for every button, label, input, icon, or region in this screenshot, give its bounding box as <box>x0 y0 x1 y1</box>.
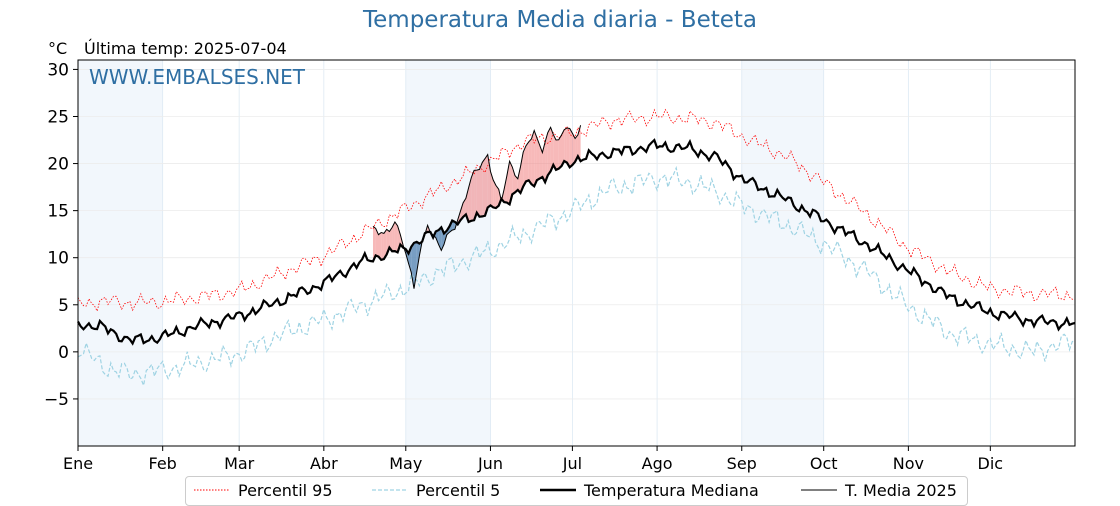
anomaly-fill-day-113 <box>383 229 387 260</box>
anomaly-fill-day-180 <box>566 128 570 168</box>
legend-label-2025: T. Media 2025 <box>845 481 957 500</box>
legend-swatch-median <box>540 488 576 492</box>
x-tick-label-ene: Ene <box>63 454 93 473</box>
x-tick-label-jun: Jun <box>477 454 503 473</box>
anomaly-fill-day-183 <box>575 134 578 162</box>
y-unit-label: °C <box>48 39 68 58</box>
month-shading <box>78 60 824 446</box>
anomaly-fill-day-173 <box>547 127 551 176</box>
anomaly-fill-day-166 <box>528 139 532 185</box>
anomaly-fill-day-124 <box>414 241 417 289</box>
anomaly-fill-day-125 <box>416 241 420 273</box>
anomaly-fill-day-115 <box>389 227 393 252</box>
anomaly-fill-day-179 <box>564 128 567 163</box>
anomaly-fill-day-175 <box>553 134 556 170</box>
anomaly-fill-day-109 <box>373 226 376 262</box>
anomaly-fill-day-133 <box>438 227 442 251</box>
anomaly-fills <box>373 125 581 289</box>
y-tick-label-0: −5 <box>44 390 69 410</box>
grid-lines <box>77 60 1075 446</box>
y-tick-label-1: 0 <box>58 343 69 363</box>
series-lines <box>77 108 1076 388</box>
legend-swatch-2025 <box>801 489 837 491</box>
anomaly-fill-day-162 <box>517 166 521 193</box>
anomaly-fill-day-149 <box>482 158 485 217</box>
anomaly-fill-day-145 <box>471 170 475 221</box>
x-tick-label-mar: Mar <box>224 454 255 473</box>
legend-item-2025: T. Media 2025 <box>799 481 969 501</box>
anomaly-fill-day-171 <box>542 142 546 183</box>
watermark: WWW.EMBALSES.NET <box>89 65 306 89</box>
last-temp-label: Última temp: 2025-07-04 <box>84 39 287 58</box>
anomaly-fill-day-164 <box>523 145 526 187</box>
anomaly-fill-day-172 <box>545 132 548 183</box>
chart-title: Temperatura Media diaria - Beteta <box>363 7 757 33</box>
anomaly-fill-day-141 <box>460 202 464 221</box>
plot-frame <box>77 59 1076 447</box>
series-line-median <box>77 138 1076 346</box>
x-tick-label-sep: Sep <box>727 454 757 473</box>
x-tick-label-jul: Jul <box>562 454 582 473</box>
axis-ticks: Ene Feb Mar Abr May Jun Jul Ago Sep Oct Nov Dic −5 0 5… <box>44 60 1003 473</box>
anomaly-fill-day-176 <box>556 139 559 170</box>
anomaly-fill-day-150 <box>485 154 488 216</box>
anomaly-fill-day-181 <box>569 128 573 168</box>
y-tick-label-4: 15 <box>47 202 69 222</box>
anomaly-fill-day-152 <box>490 171 494 208</box>
legend-label-p5: Percentil 5 <box>416 481 501 500</box>
x-tick-label-may: May <box>389 454 422 473</box>
y-tick-label-6: 25 <box>47 107 69 127</box>
legend-label-median: Temperatura Mediana <box>584 481 759 500</box>
series-line-p95 <box>77 108 1076 313</box>
anomaly-fill-day-182 <box>572 133 576 165</box>
anomaly-fill-day-167 <box>531 130 535 187</box>
anomaly-fill-day-144 <box>468 177 472 222</box>
anomaly-fill-day-148 <box>479 162 483 217</box>
x-tick-label-abr: Abr <box>310 454 338 473</box>
x-tick-label-dic: Dic <box>978 454 1004 473</box>
x-tick-label-ago: Ago <box>642 454 673 473</box>
anomaly-fill-day-142 <box>463 198 466 217</box>
legend-item-p5: Percentil 5 <box>370 481 520 501</box>
anomaly-fill-day-138 <box>452 220 455 231</box>
anomaly-fill-day-117 <box>394 222 398 253</box>
anomaly-fill-day-158 <box>506 161 510 205</box>
x-tick-label-feb: Feb <box>149 454 177 473</box>
anomaly-fill-day-147 <box>476 169 480 217</box>
x-tick-label-oct: Oct <box>810 454 838 473</box>
legend-item-median: Temperatura Mediana <box>538 481 778 501</box>
series-line-p5 <box>77 165 1076 388</box>
anomaly-fill-day-154 <box>495 185 499 209</box>
anomaly-fill-day-177 <box>558 135 562 169</box>
anomaly-fill-day-132 <box>435 230 439 245</box>
anomaly-fill-day-157 <box>504 176 507 203</box>
y-tick-label-2: 5 <box>58 296 69 316</box>
x-tick-label-nov: Nov <box>893 454 924 473</box>
anomaly-fill-day-111 <box>378 232 382 260</box>
month-shade-ene <box>78 60 163 446</box>
anomaly-fill-day-178 <box>561 129 565 167</box>
anomaly-fill-day-153 <box>493 180 496 209</box>
anomaly-fill-day-168 <box>534 130 537 187</box>
anomaly-fill-day-165 <box>526 141 529 182</box>
y-tick-label-5: 20 <box>47 155 69 175</box>
anomaly-fill-day-170 <box>539 144 543 179</box>
anomaly-fill-day-116 <box>392 222 395 252</box>
y-tick-label-3: 10 <box>47 249 69 269</box>
series-line-2025 <box>372 125 582 289</box>
legend-swatch-p95 <box>194 489 230 491</box>
anomaly-fill-day-112 <box>381 232 384 260</box>
y-tick-label-7: 30 <box>47 60 69 80</box>
month-shade-sep <box>741 60 824 446</box>
anomaly-fill-day-169 <box>536 137 540 181</box>
legend-swatch-p5 <box>372 489 408 491</box>
anomaly-fill-day-146 <box>474 170 477 221</box>
anomaly-fill-day-163 <box>520 152 524 193</box>
anomaly-fill-day-110 <box>375 228 379 257</box>
anomaly-fill-day-161 <box>515 175 518 193</box>
legend-item-p95: Percentil 95 <box>192 481 352 501</box>
legend: Percentil 95 Percentil 5 Temperatura Med… <box>185 476 968 506</box>
legend-label-p95: Percentil 95 <box>238 481 333 500</box>
